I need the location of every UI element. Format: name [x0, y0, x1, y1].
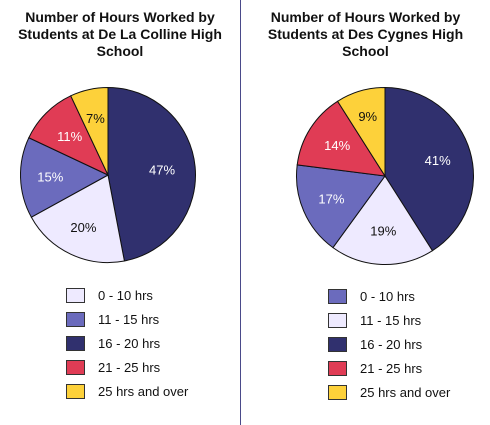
pie-chart-des-cygnes: 41% 19% 17% 14% 9% [296, 86, 474, 265]
legend-label: 11 - 15 hrs [98, 311, 160, 327]
pie-slice [384, 86, 474, 252]
des-cygnes-chart-panel: Number of Hours Worked by Students at De… [241, 0, 490, 425]
slice-label: 14% [324, 138, 350, 153]
slice-label: 41% [425, 153, 451, 168]
slice-label: 19% [370, 223, 396, 238]
pie-slice [296, 164, 386, 249]
pie-slice [332, 175, 434, 265]
legend-label: 16 - 20 hrs [98, 335, 161, 351]
slice-label: 20% [70, 220, 96, 235]
pie-slice [336, 86, 386, 178]
legend-item: 0 - 10 hrs [66, 283, 188, 307]
legend-label: 0 - 10 hrs [98, 287, 153, 303]
pie-chart-de-la-colline: 47% 20% 15% 11% 7% [20, 86, 196, 263]
panel-divider [240, 0, 241, 425]
pie-slice [70, 86, 109, 176]
legend-swatch [66, 335, 85, 351]
slice-label: 11% [57, 129, 82, 144]
legend-label: 25 hrs and over [360, 384, 451, 400]
pie-slice [20, 137, 110, 218]
legend-swatch [66, 311, 85, 327]
legend-label: 11 - 15 hrs [360, 312, 422, 328]
legend-item: 16 - 20 hrs [328, 332, 450, 356]
legend-item: 25 hrs and over [66, 379, 188, 403]
slice-label: 17% [318, 192, 344, 207]
legend-item: 25 hrs and over [328, 380, 450, 404]
legend-item: 21 - 25 hrs [328, 356, 450, 380]
legend-swatch [66, 383, 85, 399]
chart-title: Number of Hours Worked by Students at De… [18, 9, 222, 59]
legend-swatch [66, 287, 85, 303]
legend-des-cygnes: 0 - 10 hrs 11 - 15 hrs 16 - 20 hrs 21 - 25 … [328, 284, 450, 404]
legend-swatch [328, 288, 347, 304]
legend-item: 21 - 25 hrs [66, 355, 188, 379]
pie-slice [107, 86, 196, 262]
legend-label: 0 - 10 hrs [360, 288, 415, 304]
legend-swatch [328, 336, 347, 352]
legend-item: 11 - 15 hrs [66, 307, 188, 331]
legend-label: 21 - 25 hrs [360, 360, 423, 376]
chart-title: Number of Hours Worked by Students at De… [267, 9, 464, 59]
slice-label: 15% [37, 169, 63, 184]
slice-label: 9% [358, 109, 377, 124]
legend-label: 21 - 25 hrs [98, 359, 161, 375]
legend-label: 25 hrs and over [98, 383, 189, 399]
de-la-colline-chart-panel: Number of Hours Worked by Students at De… [0, 0, 240, 425]
slice-label: 7% [86, 111, 105, 126]
legend-swatch [328, 360, 347, 376]
legend-swatch [328, 312, 347, 328]
pie-slice [30, 174, 125, 263]
legend-item: 11 - 15 hrs [328, 308, 450, 332]
legend-item: 16 - 20 hrs [66, 331, 188, 355]
legend-item: 0 - 10 hrs [328, 284, 450, 308]
slice-label: 47% [149, 162, 175, 177]
legend-swatch [328, 384, 347, 400]
pie-slice [296, 100, 386, 177]
legend-label: 16 - 20 hrs [360, 336, 423, 352]
legend-de-la-colline: 0 - 10 hrs 11 - 15 hrs 16 - 20 hrs 21 - 25 … [66, 283, 188, 403]
legend-swatch [66, 359, 85, 375]
